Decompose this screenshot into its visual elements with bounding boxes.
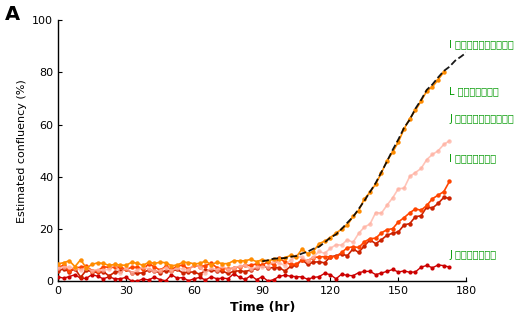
Text: J 株（播種数増加条件）: J 株（播種数増加条件） bbox=[449, 115, 514, 124]
Text: I 株（通常条件）: I 株（通常条件） bbox=[449, 154, 497, 164]
Text: J 株（通常条件）: J 株（通常条件） bbox=[449, 250, 497, 260]
Text: I 株（播種数増加条件）: I 株（播種数増加条件） bbox=[449, 39, 514, 49]
Text: A: A bbox=[5, 5, 20, 24]
Text: L 株（通常条件）: L 株（通常条件） bbox=[449, 86, 499, 96]
Y-axis label: Estimated confluency (%): Estimated confluency (%) bbox=[17, 79, 27, 222]
X-axis label: Time (hr): Time (hr) bbox=[229, 301, 295, 315]
